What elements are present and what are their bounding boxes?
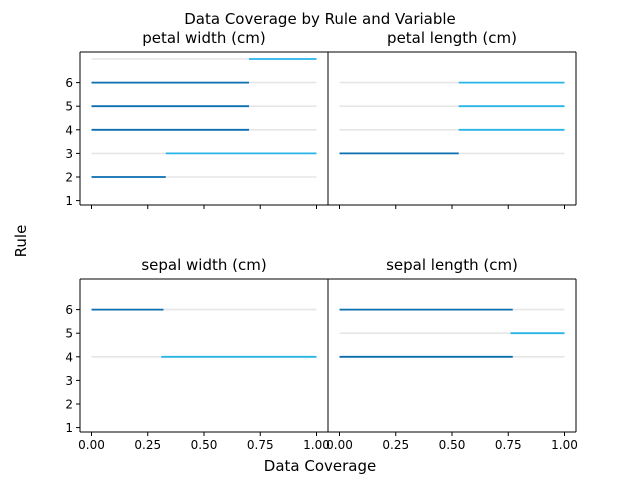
y-tick-label: 4	[65, 350, 73, 364]
panel-title: sepal width (cm)	[141, 256, 266, 274]
panel-3: sepal width (cm) 0.00 0.25 0.50 0.75 1.00 1 2 3 4…	[65, 256, 330, 452]
y-tick-label: 3	[65, 147, 73, 161]
x-tick-label: 0.25	[382, 438, 409, 452]
y-tick-label: 5	[65, 100, 73, 114]
y-tick-label: 6	[65, 303, 73, 317]
panel-title: sepal length (cm)	[386, 256, 518, 274]
y-tick-label: 1	[65, 421, 73, 435]
y-tick-label: 3	[65, 374, 73, 388]
y-axis-label: Rule	[12, 225, 30, 258]
x-tick-label: 0.75	[247, 438, 274, 452]
x-tick-label: 1.00	[551, 438, 578, 452]
y-tick-label: 2	[65, 171, 73, 185]
x-tick-label: 0.50	[439, 438, 466, 452]
panel-title: petal width (cm)	[142, 29, 265, 47]
x-tick-label: 0.00	[326, 438, 353, 452]
x-tick-label: 0.75	[495, 438, 522, 452]
y-tick-label: 1	[65, 194, 73, 208]
y-tick-label: 6	[65, 76, 73, 90]
y-tick-label: 2	[65, 398, 73, 412]
x-tick-label: 1.00	[303, 438, 330, 452]
y-tick-label: 5	[65, 327, 73, 341]
x-tick-label: 0.25	[134, 438, 161, 452]
y-tick-label: 4	[65, 123, 73, 137]
panel-2: petal length (cm)	[327, 29, 577, 209]
panel-title: petal length (cm)	[387, 29, 517, 47]
x-tick-label: 0.50	[191, 438, 218, 452]
panels-group: petal width (cm) 1 2 3 4 5 6 petal length (cm) s…	[65, 29, 578, 452]
x-axis-label: Data Coverage	[264, 457, 376, 475]
panel-4: sepal length (cm) 0.00 0.25 0.50 0.75 1.00	[326, 256, 578, 452]
x-tick-label: 0.00	[78, 438, 105, 452]
figure-title: Data Coverage by Rule and Variable	[184, 10, 456, 28]
panel-1: petal width (cm) 1 2 3 4 5 6	[65, 29, 328, 209]
